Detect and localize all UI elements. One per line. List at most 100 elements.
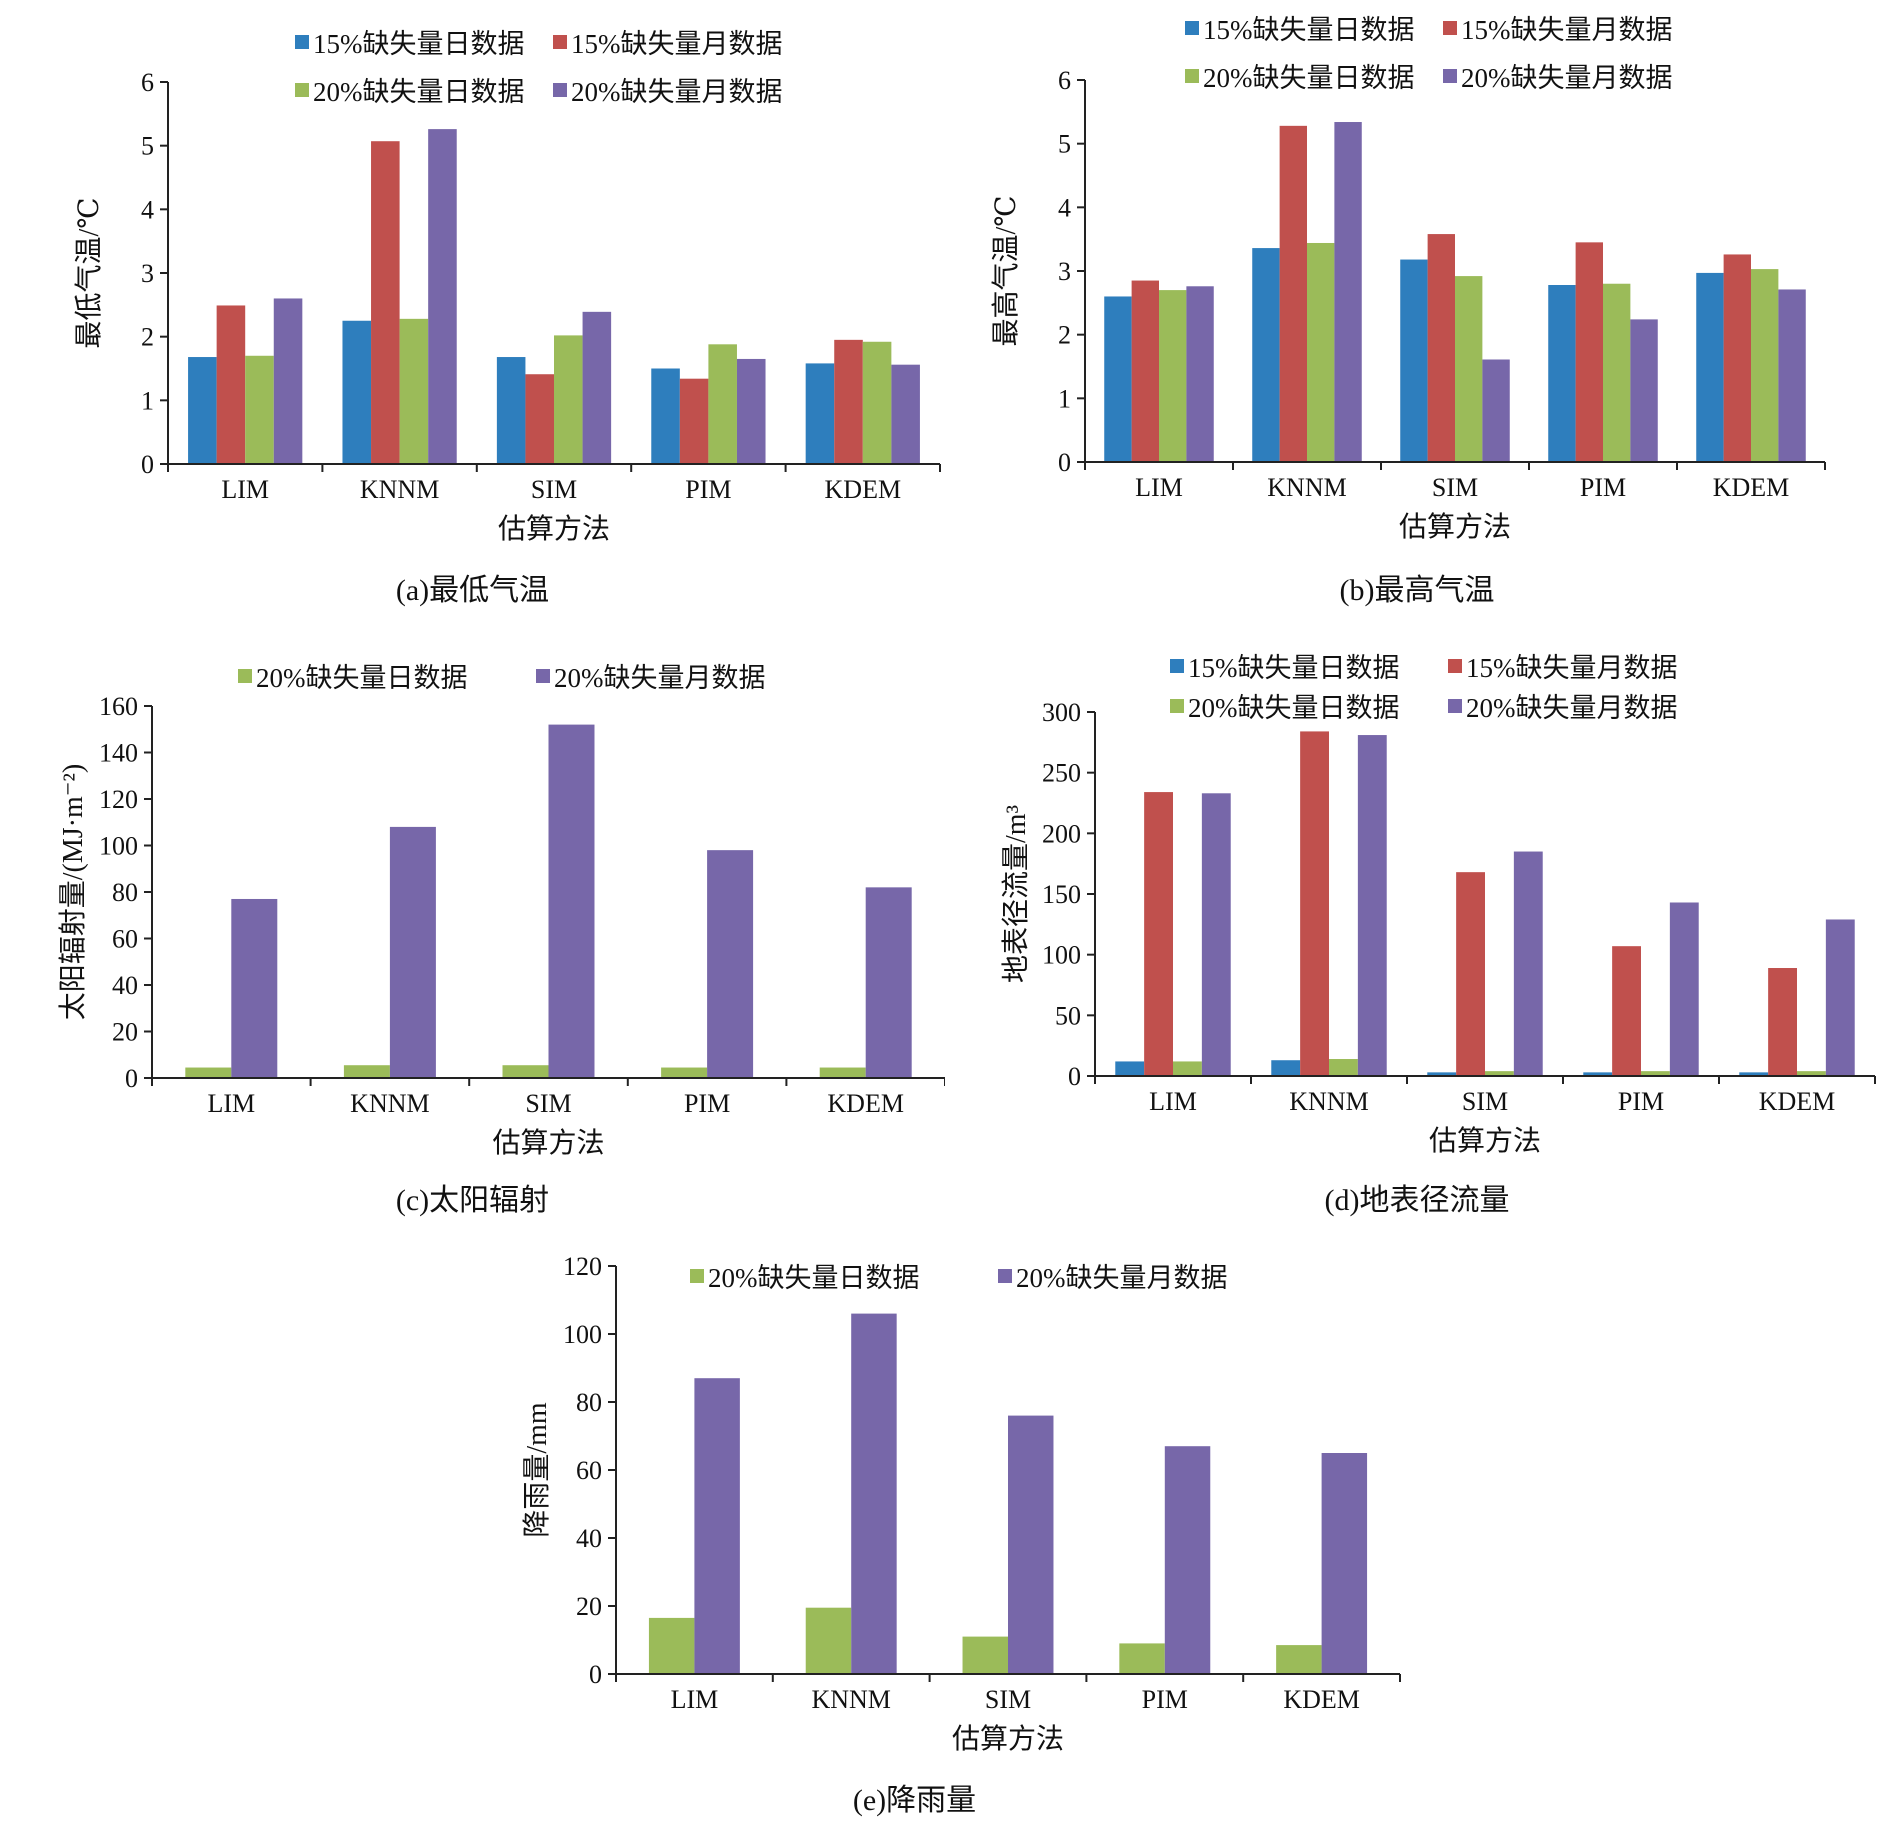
bar	[216, 305, 246, 464]
x-tick-label: KNNM	[360, 475, 439, 504]
legend-label: 20%缺失量日数据	[313, 77, 525, 107]
legend-label: 20%缺失量月数据	[571, 77, 783, 107]
bar	[1279, 125, 1307, 462]
bar	[1104, 296, 1132, 462]
bar	[862, 341, 892, 464]
chart-panel-a: 0 1 2 3 4 5 6 LIM KNNM SIM PIM KDEM 估算方法 最低气温/℃ 15%缺失量…	[0, 0, 945, 620]
bar	[851, 1313, 897, 1674]
y-tick-label: 250	[1042, 759, 1081, 788]
bar	[865, 887, 912, 1078]
bar	[1357, 735, 1387, 1076]
bar	[1201, 793, 1231, 1076]
y-tick-label: 20	[576, 1592, 602, 1621]
bar	[389, 826, 436, 1078]
legend-label: 20%缺失量月数据	[1461, 63, 1673, 93]
x-tick-label: PIM	[1142, 1685, 1188, 1714]
bar	[1300, 731, 1329, 1076]
bar	[1825, 919, 1855, 1076]
bar	[1008, 1415, 1054, 1674]
legend-label: 15%缺失量日数据	[1188, 653, 1400, 683]
y-tick-label: 0	[141, 450, 154, 479]
bar	[1612, 946, 1641, 1076]
bar	[819, 1067, 866, 1078]
x-tick-label: SIM	[1462, 1087, 1508, 1116]
x-tick-label: LIM	[207, 1089, 255, 1118]
bar	[185, 1067, 232, 1078]
bar	[342, 320, 372, 464]
y-tick-label: 4	[1058, 193, 1071, 222]
x-tick-label: LIM	[1149, 1087, 1197, 1116]
legend-swatch	[1448, 699, 1462, 713]
x-axis-title: 估算方法	[492, 1127, 604, 1159]
legend-label: 20%缺失量月数据	[1466, 693, 1678, 723]
y-tick-label: 2	[1058, 321, 1071, 350]
bar	[708, 344, 737, 464]
x-tick-label: LIM	[1135, 473, 1183, 502]
legend-swatch	[295, 83, 309, 97]
x-tick-label: PIM	[684, 1089, 730, 1118]
bar	[1144, 792, 1173, 1076]
x-axis-title: 估算方法	[952, 1723, 1064, 1755]
x-axis-title: 估算方法	[498, 513, 610, 545]
y-tick-label: 3	[1058, 257, 1071, 286]
bar	[1797, 1071, 1826, 1076]
legend-swatch	[238, 669, 252, 683]
bar	[1329, 1059, 1358, 1076]
bar	[736, 358, 766, 464]
legend-swatch	[295, 35, 309, 49]
x-tick-label: KDEM	[825, 475, 902, 504]
y-tick-label: 160	[99, 692, 138, 721]
x-tick-label: KNNM	[1267, 473, 1346, 502]
bar	[1115, 1061, 1145, 1076]
legend-swatch	[1170, 699, 1184, 713]
chart-svg: 0 20 40 60 80 100 120 LIM KNNM SIM PIM KDEM 估算方法 降雨量/…	[521, 1252, 1401, 1817]
bar	[343, 1065, 390, 1078]
y-tick-label: 1	[141, 386, 154, 415]
bar	[1159, 290, 1187, 462]
x-tick-label: PIM	[1580, 473, 1626, 502]
chart-panel-d: 0 50 100 150 200 250 300 LIM KNNM SIM PIM KDEM 估算方法 地…	[945, 640, 1889, 1240]
legend-label: 15%缺失量月数据	[1461, 15, 1673, 45]
bar	[231, 898, 278, 1078]
legend-swatch	[1185, 21, 1199, 35]
y-tick-label: 60	[112, 925, 138, 954]
x-tick-label: KNNM	[1289, 1087, 1368, 1116]
bar	[245, 355, 274, 464]
y-tick-label: 20	[112, 1018, 138, 1047]
bar	[273, 298, 303, 464]
chart-svg: 0 1 2 3 4 5 6 LIM KNNM SIM PIM KDEM 估算方法 最低气温/℃ 15%缺失量…	[73, 29, 941, 607]
x-tick-label: KDEM	[1759, 1087, 1836, 1116]
bar	[1768, 968, 1797, 1076]
y-tick-label: 60	[576, 1456, 602, 1485]
y-axis-title: 地表径流量/m³	[1000, 805, 1032, 983]
y-tick-label: 0	[589, 1660, 602, 1689]
y-tick-label: 100	[563, 1320, 602, 1349]
y-tick-label: 5	[1058, 130, 1071, 159]
bar	[648, 1617, 695, 1674]
bar	[1641, 1071, 1670, 1076]
bar	[707, 850, 754, 1078]
legend-label: 15%缺失量月数据	[1466, 653, 1678, 683]
y-tick-label: 80	[112, 878, 138, 907]
chart-caption: (a)最低气温	[396, 574, 549, 607]
bar	[371, 141, 400, 464]
bar	[1696, 272, 1724, 462]
bar	[805, 363, 835, 464]
y-tick-label: 120	[563, 1252, 602, 1281]
y-tick-label: 0	[125, 1064, 138, 1093]
y-tick-label: 0	[1058, 448, 1071, 477]
y-tick-label: 80	[576, 1388, 602, 1417]
bar	[554, 335, 583, 464]
bar	[1482, 359, 1510, 462]
legend-label: 20%缺失量日数据	[708, 1263, 920, 1293]
chart-panel-b: 0 1 2 3 4 5 6 LIM KNNM SIM PIM KDEM 估算方法 最高气温/℃ 15%缺失量…	[945, 0, 1889, 620]
bar	[1778, 289, 1806, 462]
y-axis-title: 降雨量/mm	[521, 1402, 553, 1538]
legend-swatch	[553, 83, 567, 97]
legend-swatch	[1185, 69, 1199, 83]
bar	[1334, 122, 1362, 463]
y-tick-label: 5	[141, 132, 154, 161]
y-tick-label: 2	[141, 323, 154, 352]
y-tick-label: 120	[99, 785, 138, 814]
legend-label: 15%缺失量日数据	[313, 29, 525, 59]
